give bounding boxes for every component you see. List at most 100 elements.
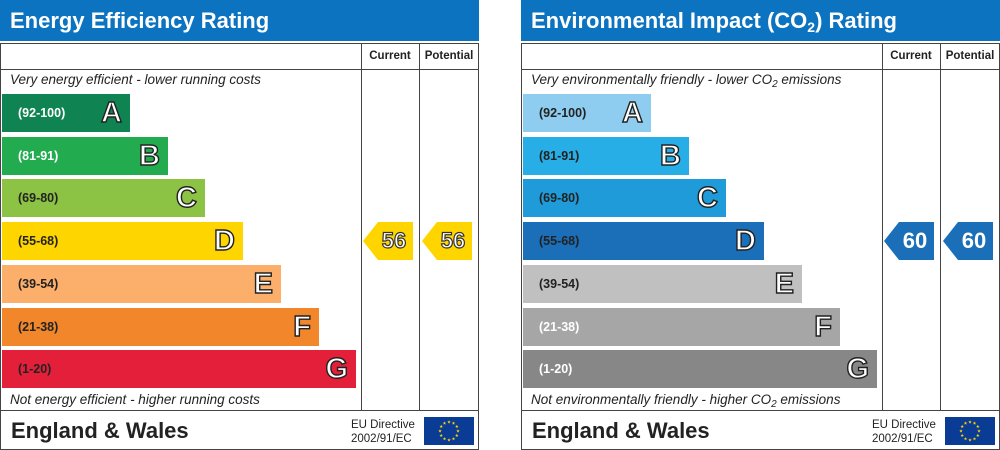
eu-flag-star bbox=[968, 420, 972, 424]
band-a: (92-100) A bbox=[2, 94, 130, 132]
band-range-label: (55-68) bbox=[18, 234, 59, 249]
country-label: England & Wales bbox=[11, 418, 189, 443]
band-letter: C bbox=[696, 182, 718, 215]
band-range-label: (39-54) bbox=[18, 276, 59, 291]
current-column-header: Current bbox=[890, 50, 932, 62]
band-e: (39-54) E bbox=[523, 264, 802, 303]
eu-flag-icon bbox=[424, 417, 474, 445]
eu-flag-star bbox=[451, 436, 456, 441]
eu-flag-icon bbox=[945, 417, 995, 445]
eu-directive: EU Directive 2002/91/EC bbox=[351, 418, 415, 446]
column-header-divider bbox=[1, 69, 478, 70]
band-letter: E bbox=[253, 267, 274, 300]
potential-arrow-shape bbox=[422, 222, 472, 261]
current-rating-value: 60 bbox=[902, 228, 928, 254]
environmental-impact-title: Environmental Impact (CO2) Rating bbox=[521, 0, 1000, 41]
band-letter: D bbox=[734, 224, 756, 258]
top-note: Very environmentally friendly - lower CO… bbox=[531, 72, 842, 90]
band-letter: A bbox=[100, 96, 122, 129]
band-letter: G bbox=[846, 352, 870, 386]
eu-flag-star bbox=[451, 421, 456, 425]
band-d: (55-68) D bbox=[2, 222, 243, 261]
potential-column-header: Potential bbox=[424, 50, 474, 62]
current-arrow-shape bbox=[363, 222, 413, 261]
band-range-label: (92-100) bbox=[539, 106, 587, 120]
current-column-header: Current bbox=[369, 50, 411, 62]
eu-flag-star bbox=[963, 421, 968, 425]
potential-column-divider bbox=[419, 44, 420, 411]
band-c: (69-80) C bbox=[2, 179, 205, 218]
eu-directive-line1: EU Directive bbox=[351, 419, 415, 431]
band-letter: B bbox=[138, 139, 160, 172]
eu-flag-star bbox=[447, 438, 451, 442]
band-letter: B bbox=[659, 139, 681, 172]
potential-rating-value: 56 bbox=[440, 227, 466, 254]
top-note: Very energy efficient - lower running co… bbox=[10, 72, 261, 87]
band-letter: D bbox=[213, 224, 235, 258]
band-range-label: (1-20) bbox=[539, 362, 573, 377]
band-b: (81-91) B bbox=[523, 136, 689, 175]
band-f: (21-38) F bbox=[523, 307, 840, 346]
eu-flag-star bbox=[455, 433, 459, 437]
current-rating-value: 56 bbox=[381, 227, 407, 254]
band-range-label: (39-54) bbox=[539, 276, 580, 291]
band-letter: E bbox=[774, 267, 795, 300]
potential-rating-arrow: 60 bbox=[943, 222, 993, 261]
eu-flag-star bbox=[447, 420, 451, 424]
eu-flag-star bbox=[442, 436, 447, 441]
band-letter: G bbox=[325, 352, 349, 386]
energy-efficiency-panel: Energy Efficiency Rating Current Potenti… bbox=[0, 0, 479, 450]
eu-flag-star bbox=[977, 429, 981, 433]
band-range-label: (21-38) bbox=[539, 319, 580, 334]
current-rating-arrow: 60 bbox=[884, 222, 934, 261]
eu-flag-star bbox=[438, 429, 442, 433]
eu-flag-star bbox=[960, 433, 964, 437]
environmental-impact-panel: Environmental Impact (CO2) Rating Curren… bbox=[521, 0, 1000, 450]
band-range-label: (55-68) bbox=[539, 234, 580, 249]
energy-efficiency-title: Energy Efficiency Rating bbox=[0, 0, 479, 41]
eu-directive: EU Directive 2002/91/EC bbox=[872, 418, 936, 446]
eu-flag-star bbox=[976, 424, 980, 428]
potential-arrow-shape bbox=[943, 222, 993, 261]
potential-rating-arrow: 56 bbox=[422, 222, 472, 261]
current-column-divider bbox=[882, 44, 883, 411]
footer-divider bbox=[522, 410, 999, 411]
eu-flag-star bbox=[456, 429, 460, 433]
band-range-label: (81-91) bbox=[539, 148, 580, 163]
band-letter: C bbox=[175, 182, 197, 215]
bottom-note: Not energy efficient - higher running co… bbox=[10, 392, 260, 407]
eu-flag-star bbox=[960, 424, 964, 428]
band-range-label: (69-80) bbox=[18, 191, 59, 206]
band-range-label: (81-91) bbox=[18, 148, 59, 163]
current-column-divider bbox=[361, 44, 362, 411]
band-d: (55-68) D bbox=[523, 222, 764, 261]
footer-divider bbox=[1, 410, 478, 411]
band-range-label: (92-100) bbox=[18, 106, 66, 120]
band-e: (39-54) E bbox=[2, 264, 281, 303]
band-letter: F bbox=[814, 310, 833, 343]
energy-efficiency-frame: Current Potential Very energy efficient … bbox=[0, 43, 479, 450]
eu-directive-line2: 2002/91/EC bbox=[872, 433, 933, 445]
environmental-impact-frame: Current Potential Very environmentally f… bbox=[521, 43, 1000, 450]
bottom-note: Not environmentally friendly - higher CO… bbox=[531, 392, 841, 410]
eu-flag-star bbox=[959, 429, 963, 433]
current-rating-arrow: 56 bbox=[363, 222, 413, 261]
eu-flag-star bbox=[976, 433, 980, 437]
potential-rating-value: 60 bbox=[961, 228, 987, 254]
eu-flag-star bbox=[963, 436, 968, 441]
eu-flag-star bbox=[455, 424, 459, 428]
eu-flag-star bbox=[442, 421, 447, 425]
band-b: (81-91) B bbox=[2, 136, 168, 175]
band-range-label: (21-38) bbox=[18, 319, 59, 334]
band-g: (1-20) G bbox=[523, 350, 877, 389]
band-c: (69-80) C bbox=[523, 179, 726, 218]
eu-flag-star bbox=[439, 424, 443, 428]
band-range-label: (1-20) bbox=[18, 362, 52, 377]
band-g: (1-20) G bbox=[2, 350, 356, 389]
eu-flag-star bbox=[972, 436, 977, 441]
eu-directive-line1: EU Directive bbox=[872, 419, 936, 431]
band-letter: F bbox=[293, 310, 312, 343]
country-label: England & Wales bbox=[532, 418, 710, 443]
eu-directive-line2: 2002/91/EC bbox=[351, 433, 412, 445]
eu-flag-star bbox=[972, 421, 977, 425]
